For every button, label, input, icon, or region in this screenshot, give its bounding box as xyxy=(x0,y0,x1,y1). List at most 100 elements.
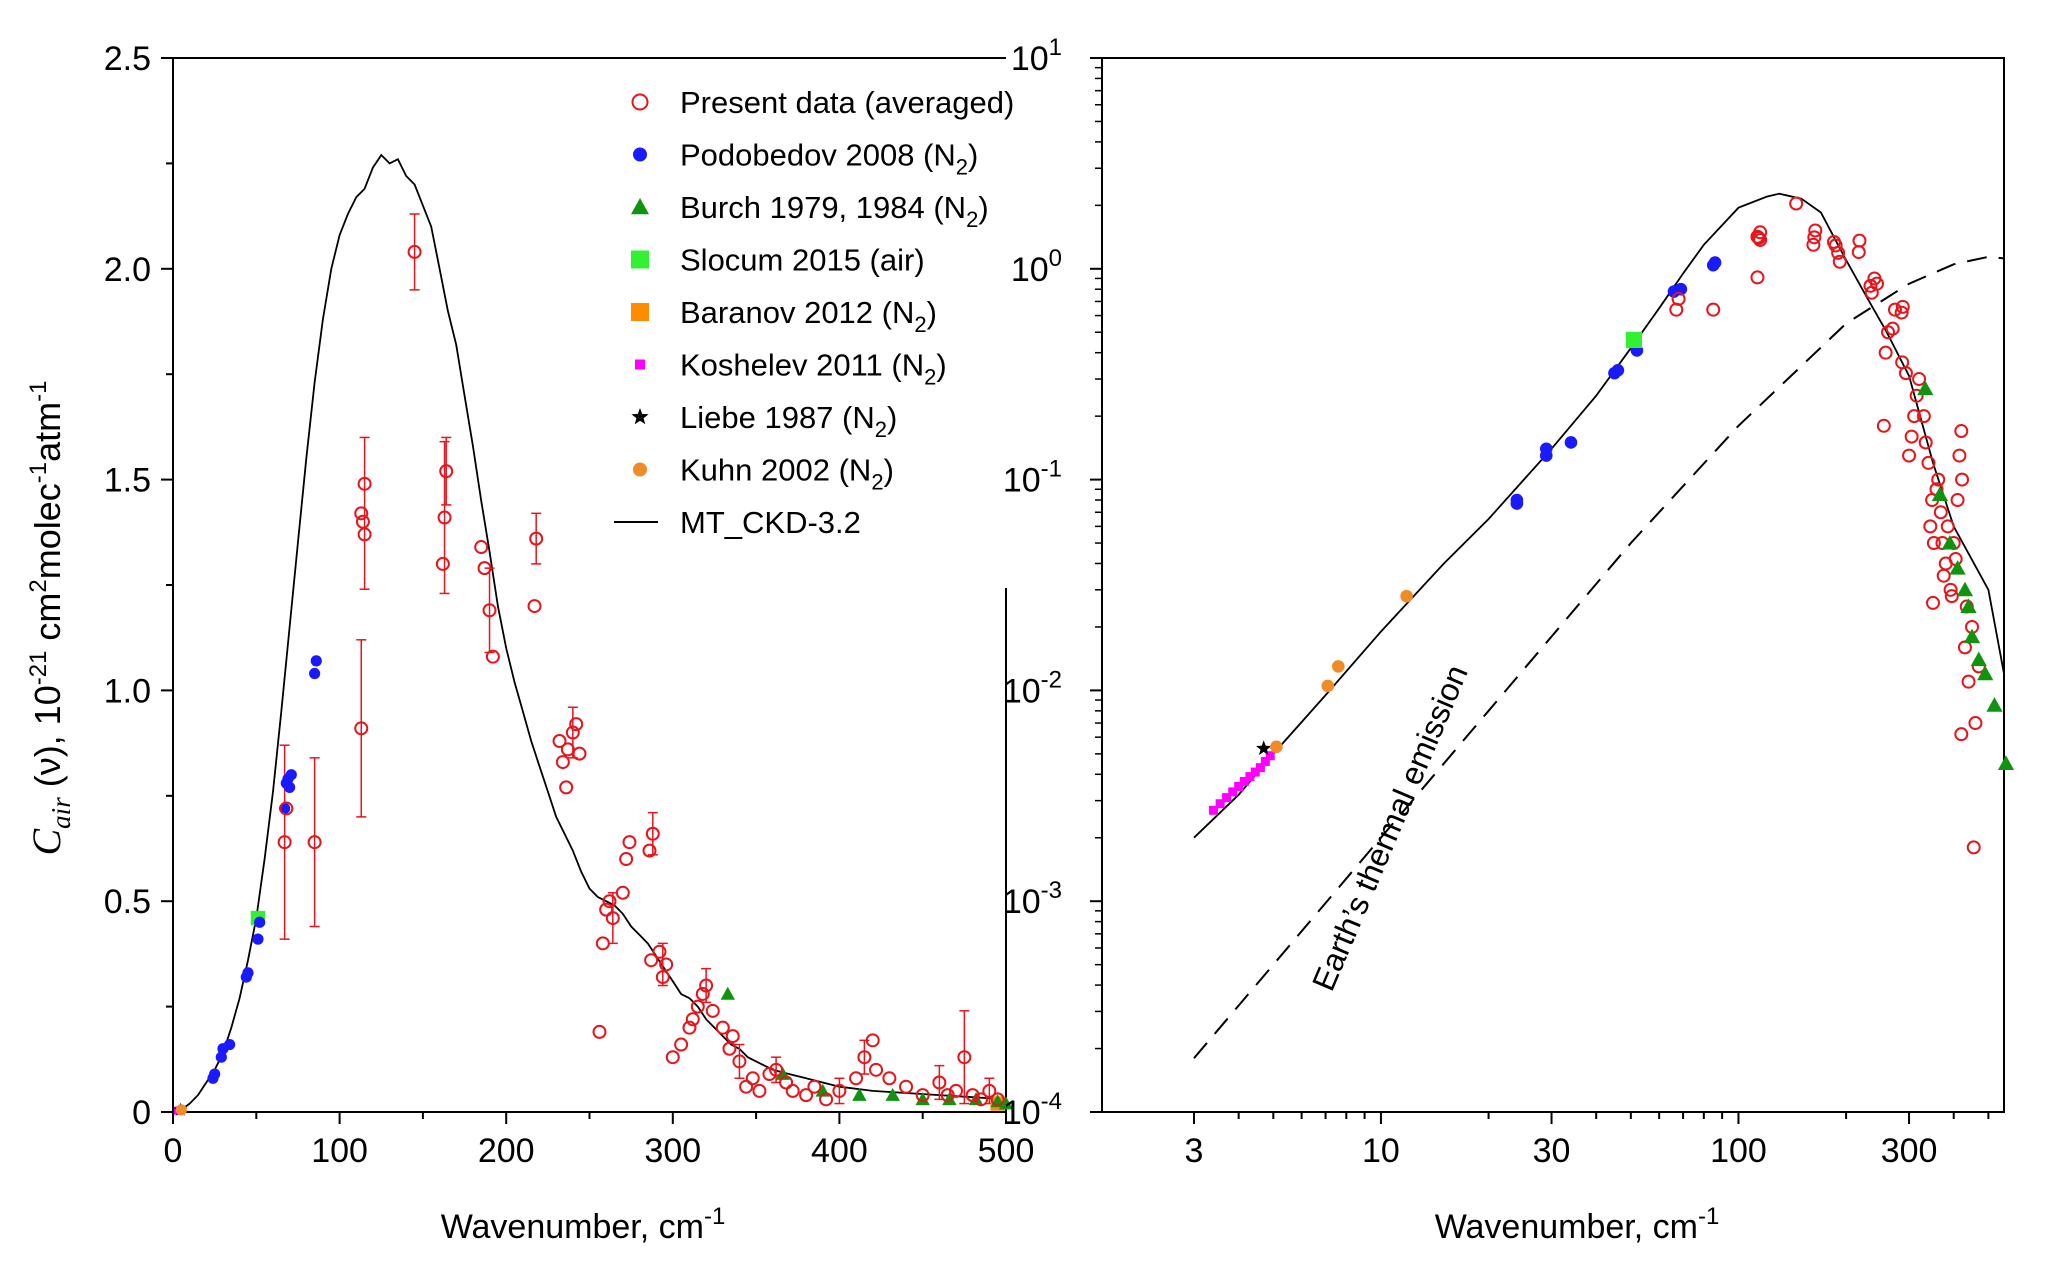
right-x-tick-label: 10 xyxy=(1362,1132,1400,1170)
left-present-point xyxy=(705,1003,720,1018)
left-present-point xyxy=(915,1088,930,1103)
left-present-point xyxy=(819,1092,834,1107)
right-present-point xyxy=(1952,448,1967,463)
right-present-point xyxy=(1750,270,1765,285)
left-present-point xyxy=(725,1029,740,1044)
right-present-point xyxy=(1955,472,1970,487)
right-burch-point xyxy=(1949,560,1966,575)
right-present-point xyxy=(1916,409,1931,424)
left-x-axis-label: Wavenumber, cm-1 xyxy=(441,1203,726,1246)
left-burch-point xyxy=(885,1087,900,1101)
left-present-point xyxy=(745,1071,760,1086)
left-present-point xyxy=(655,970,670,985)
right-koshelev-point xyxy=(1260,756,1270,766)
left-present-point xyxy=(555,755,570,770)
right-present-point xyxy=(1909,388,1924,403)
right-x-tick-label: 100 xyxy=(1710,1132,1767,1170)
left-present-point xyxy=(690,999,705,1014)
right-burch-point xyxy=(1960,598,1977,613)
left-podobedov-point xyxy=(252,933,264,945)
earth-thermal-emission-annotation: Earth’s thermal emission xyxy=(1305,660,1475,996)
right-present-point xyxy=(1954,424,1969,439)
left-present-point xyxy=(869,1062,884,1077)
right-koshelev-point xyxy=(1245,772,1255,782)
legend-label-present: Present data (averaged) xyxy=(680,85,1014,120)
left-present-point xyxy=(849,1071,864,1086)
left-present-point xyxy=(965,1088,980,1103)
right-present-point xyxy=(1887,302,1902,317)
right-present-point xyxy=(1832,254,1847,269)
right-present-point xyxy=(1789,196,1804,211)
right-podobedov-point xyxy=(1611,363,1625,377)
left-present-point xyxy=(622,835,637,850)
right-liebe-point xyxy=(1256,740,1272,756)
left-present-point xyxy=(674,1037,689,1052)
right-slocum-point xyxy=(1625,331,1643,348)
left-kuhn-point xyxy=(175,1104,187,1116)
left-present-point xyxy=(832,1083,847,1098)
right-x-tick-label: 30 xyxy=(1533,1132,1571,1170)
left-podobedov-point xyxy=(309,667,321,680)
left-series-layer xyxy=(173,153,1014,1116)
left-present-point xyxy=(565,725,580,740)
left-present-point xyxy=(559,780,574,795)
left-present-point xyxy=(560,742,575,757)
right-y-tick-label: 10-3 xyxy=(1003,877,1062,921)
left-present-point xyxy=(439,464,454,479)
left-y-tick-label: 0.5 xyxy=(104,883,151,921)
right-present-point xyxy=(1961,674,1976,689)
left-present-point xyxy=(482,603,497,618)
left-x-tick-label: 400 xyxy=(811,1132,868,1170)
left-podobedov-point xyxy=(285,769,297,781)
right-burch-point xyxy=(1931,486,1949,501)
legend-label-koshelev: Koshelev 2011 (N2) xyxy=(680,348,947,390)
right-present-point xyxy=(1831,245,1846,260)
right-kuhn-point xyxy=(1332,660,1345,673)
left-present-point xyxy=(685,1012,700,1027)
right-present-point xyxy=(1852,233,1867,248)
legend-marker-liebe xyxy=(631,408,649,425)
right-present-point xyxy=(1936,568,1951,583)
left-present-point xyxy=(645,826,660,841)
right-x-tick-label: 3 xyxy=(1185,1132,1204,1170)
left-present-point xyxy=(799,1088,814,1103)
right-present-point xyxy=(1706,302,1721,317)
right-podobedov-point xyxy=(1539,442,1553,456)
left-present-point xyxy=(722,1041,737,1056)
left-present-point xyxy=(899,1079,914,1094)
left-present-point xyxy=(642,843,657,858)
legend-marker-slocum xyxy=(631,250,649,269)
right-present-point xyxy=(1894,305,1909,320)
left-podobedov-point xyxy=(242,967,254,979)
left-present-point xyxy=(752,1083,767,1098)
left-panel: 0 100 200 300 400 500 0 0.5 1.0 1.5 2.0 2.5 Wavenum… xyxy=(24,40,1034,1246)
right-present-point xyxy=(1948,552,1963,567)
left-present-point xyxy=(682,1020,697,1035)
right-koshelev-point xyxy=(1234,782,1244,792)
right-koshelev-point xyxy=(1228,787,1238,797)
right-y-tick-label: 10-1 xyxy=(1003,456,1062,500)
left-present-point xyxy=(552,733,567,748)
left-present-point xyxy=(990,1092,1005,1107)
right-burch-point xyxy=(1997,755,2015,770)
left-present-point xyxy=(974,1092,989,1107)
right-mtckd-line xyxy=(1193,192,2005,1112)
left-present-point xyxy=(307,835,322,850)
right-present-point xyxy=(1957,640,1972,655)
right-koshelev-point xyxy=(1265,751,1275,761)
right-present-point xyxy=(1921,455,1936,470)
left-present-point xyxy=(595,936,610,951)
left-present-point xyxy=(592,1024,607,1039)
left-present-point xyxy=(599,902,614,917)
left-podobedov-point xyxy=(209,1068,221,1080)
legend-marker-kuhn xyxy=(633,462,647,477)
right-present-point xyxy=(1907,409,1922,424)
right-present-point xyxy=(1863,278,1878,293)
right-burch-point xyxy=(1963,628,1981,644)
left-present-point xyxy=(355,514,370,529)
legend-marker-podobedov xyxy=(633,147,647,162)
left-present-point xyxy=(779,1075,794,1090)
left-present-point xyxy=(619,852,634,867)
right-burch-point xyxy=(1977,665,1994,681)
left-tick-labels: 0 100 200 300 400 500 0 0.5 1.0 1.5 2.0 2.5 xyxy=(104,40,1035,1170)
